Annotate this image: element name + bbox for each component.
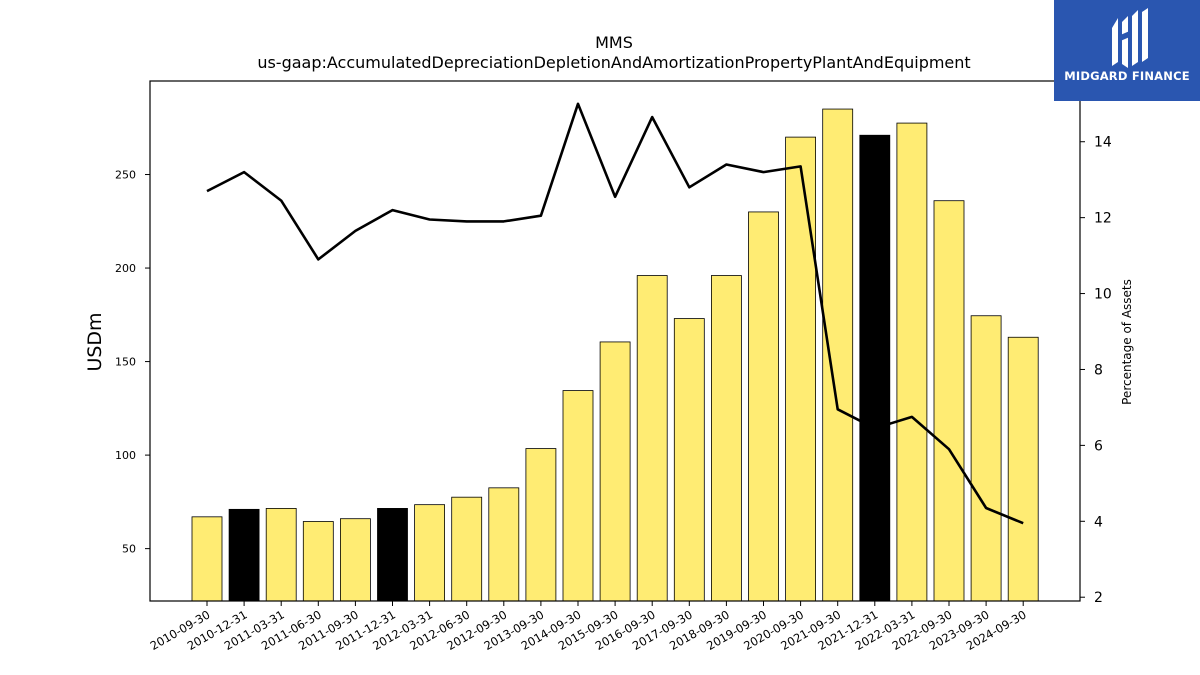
- bar-2012-06-30: [451, 496, 483, 602]
- chart-title: MMS: [595, 33, 633, 52]
- bar-2010-12-31: [228, 508, 260, 602]
- bar-2013-09-30: [525, 448, 557, 602]
- bar-2011-03-31: [265, 508, 297, 602]
- y2-tick-label: 2: [1094, 590, 1103, 606]
- bar-2022-03-31: [896, 122, 928, 602]
- bar-2011-06-30: [302, 521, 334, 602]
- bar-2014-09-30: [562, 390, 594, 602]
- brand-logo-icon: [1112, 8, 1148, 68]
- bar-2010-09-30: [191, 516, 223, 602]
- bar-2016-09-30: [636, 275, 668, 602]
- y2-tick-label: 14: [1094, 135, 1112, 151]
- bar-2012-03-31: [414, 504, 446, 602]
- bar-2017-09-30: [673, 318, 705, 602]
- bar-2019-09-30: [748, 211, 779, 602]
- brand-logo: MIDGARD FINANCE: [1054, 0, 1200, 101]
- bar-2022-09-30: [933, 200, 965, 602]
- bar-2021-12-31: [859, 134, 891, 602]
- y2-tick-label: 4: [1094, 514, 1103, 530]
- bar-2012-09-30: [488, 487, 520, 602]
- y-axis-label: USDm: [84, 312, 106, 371]
- bar-2015-09-30: [599, 341, 631, 602]
- bar-2021-09-30: [822, 108, 854, 602]
- y2-tick-label: 8: [1094, 362, 1103, 378]
- bar-2020-09-30: [785, 136, 816, 602]
- bars: [191, 108, 1039, 602]
- chart-subtitle: us-gaap:AccumulatedDepreciationDepletion…: [257, 53, 970, 72]
- y2-tick-label: 12: [1094, 211, 1112, 227]
- bar-2011-09-30: [339, 518, 371, 602]
- bar-2018-09-30: [711, 275, 742, 602]
- brand-name: MIDGARD FINANCE: [1064, 69, 1190, 83]
- line-series: [206, 102, 1024, 525]
- bar-2024-09-30: [1007, 336, 1039, 602]
- y2-tick-label: 10: [1094, 287, 1112, 303]
- y2-axis-label: Percentage of Assets: [1120, 279, 1134, 405]
- bar-2023-09-30: [970, 315, 1002, 602]
- y2-tick-label: 6: [1094, 438, 1103, 454]
- y-tick-label: 50: [122, 543, 136, 556]
- y-tick-label: 150: [115, 356, 136, 369]
- percentage-line: [206, 102, 1024, 525]
- bar-2011-12-31: [377, 508, 408, 602]
- y-tick-label: 250: [115, 169, 136, 182]
- y-tick-label: 100: [115, 449, 136, 462]
- y-tick-label: 200: [115, 262, 136, 275]
